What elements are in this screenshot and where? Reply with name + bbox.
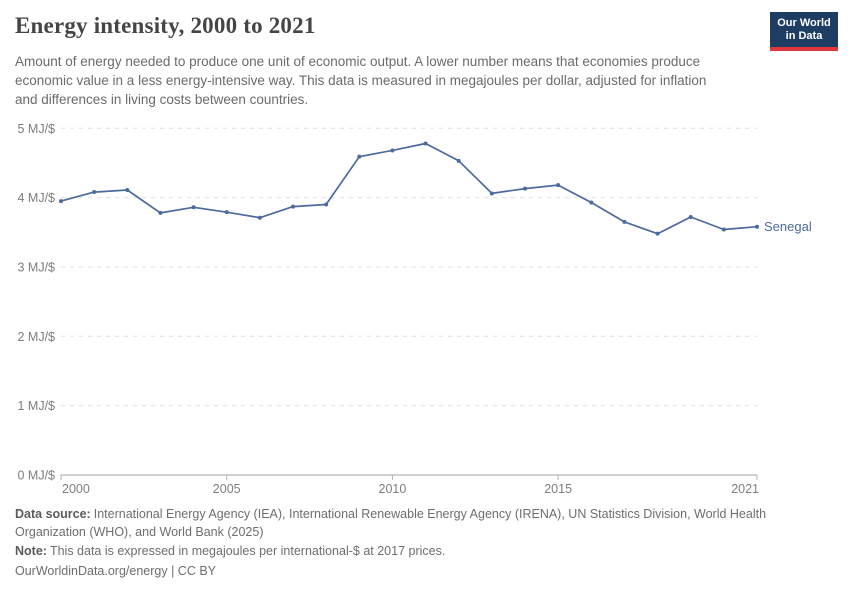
- data-point-2008: [324, 202, 329, 207]
- x-axis-label-2021: 2021: [731, 482, 759, 496]
- data-point-2021: [755, 224, 759, 229]
- y-axis-label-1: 1 MJ/$: [17, 399, 55, 413]
- data-point-2015: [556, 183, 561, 188]
- owid-logo-red-bar: [770, 47, 838, 51]
- note-label: Note:: [15, 544, 47, 558]
- data-point-2002: [125, 187, 130, 192]
- data-source-label: Data source:: [15, 507, 91, 521]
- y-axis-label-4: 4 MJ/$: [17, 191, 55, 205]
- data-point-2001: [92, 190, 97, 195]
- x-axis-label-2010: 2010: [379, 482, 407, 496]
- data-point-2020: [721, 227, 726, 232]
- owid-logo-line2: in Data: [785, 30, 823, 42]
- data-point-2004: [191, 205, 196, 210]
- data-point-2009: [357, 154, 362, 159]
- owid-logo[interactable]: Our World in Data: [770, 12, 838, 51]
- data-point-2000: [59, 199, 63, 204]
- chart-footer: Data source: International Energy Agency …: [15, 506, 832, 582]
- data-source-text: International Energy Agency (IEA), Inter…: [15, 507, 767, 539]
- data-point-2014: [523, 186, 527, 191]
- y-axis-label-2: 2 MJ/$: [17, 330, 55, 344]
- data-point-2005: [224, 210, 229, 215]
- owid-citation-link[interactable]: OurWorldinData.org/energy | CC BY: [15, 563, 217, 578]
- data-point-2016: [589, 200, 594, 205]
- data-point-2013: [489, 191, 494, 196]
- y-axis-label-3: 3 MJ/$: [17, 260, 55, 274]
- y-axis-label-0: 0 MJ/$: [17, 469, 55, 483]
- note-line: Note: This data is expressed in megajoule…: [15, 543, 832, 561]
- data-point-2006: [257, 215, 262, 220]
- energy-intensity-chart: 0 MJ/$ 1 MJ/$ 2 MJ/$ 3 MJ/$ 4 MJ/$ 5 MJ/$ 2000…: [17, 122, 812, 496]
- note-text: This data is expressed in megajoules per…: [49, 544, 446, 558]
- owid-logo-box: Our World in Data: [770, 12, 838, 47]
- x-axis-label-2005: 2005: [213, 482, 241, 496]
- chart-subtitle: Amount of energy needed to produce one u…: [15, 54, 707, 107]
- series-label-senegal: Senegal: [764, 219, 812, 234]
- x-axis-label-2000: 2000: [62, 482, 90, 496]
- y-axis-label-5: 5 MJ/$: [17, 122, 55, 136]
- series-line-senegal: [60, 142, 758, 235]
- data-point-2012: [456, 158, 461, 163]
- data-source-line: Data source: International Energy Agency …: [15, 506, 832, 541]
- data-point-2011: [423, 141, 428, 146]
- data-point-2007: [291, 204, 295, 209]
- x-axis-label-2015: 2015: [544, 482, 572, 496]
- chart-title: Energy intensity, 2000 to 2021: [15, 13, 316, 38]
- data-point-2019: [688, 215, 693, 220]
- data-point-2003: [158, 210, 163, 215]
- data-point-2017: [622, 219, 627, 224]
- owid-logo-line1: Our World: [777, 17, 831, 29]
- data-point-2018: [655, 231, 660, 236]
- data-point-2010: [390, 148, 395, 153]
